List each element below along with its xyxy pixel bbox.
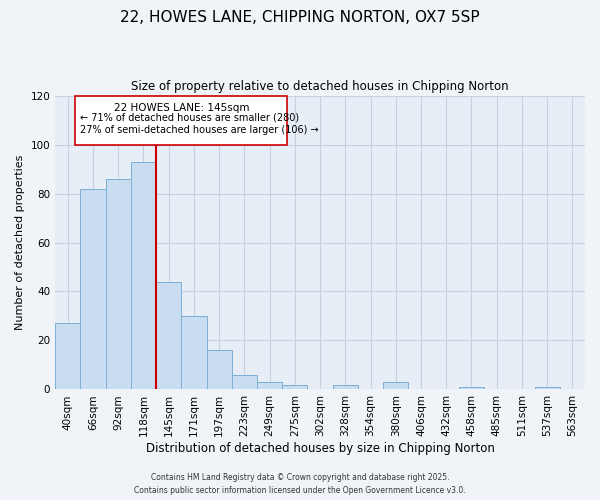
X-axis label: Distribution of detached houses by size in Chipping Norton: Distribution of detached houses by size … [146, 442, 494, 455]
Bar [76, 96, 287, 144]
Bar [383, 382, 409, 390]
Text: 22, HOWES LANE, CHIPPING NORTON, OX7 5SP: 22, HOWES LANE, CHIPPING NORTON, OX7 5SP [120, 10, 480, 25]
Text: 22 HOWES LANE: 145sqm: 22 HOWES LANE: 145sqm [113, 103, 249, 113]
Bar [80, 188, 106, 390]
Bar [106, 179, 131, 390]
Bar [535, 387, 560, 390]
Bar [206, 350, 232, 390]
Bar [332, 384, 358, 390]
Bar [257, 382, 282, 390]
Y-axis label: Number of detached properties: Number of detached properties [15, 155, 25, 330]
Bar [131, 162, 156, 390]
Text: 27% of semi-detached houses are larger (106) →: 27% of semi-detached houses are larger (… [80, 125, 319, 135]
Bar [55, 324, 80, 390]
Bar [282, 384, 307, 390]
Text: Contains HM Land Registry data © Crown copyright and database right 2025.
Contai: Contains HM Land Registry data © Crown c… [134, 474, 466, 495]
Title: Size of property relative to detached houses in Chipping Norton: Size of property relative to detached ho… [131, 80, 509, 93]
Bar [232, 375, 257, 390]
Bar [459, 387, 484, 390]
Bar [156, 282, 181, 390]
Bar [181, 316, 206, 390]
Text: ← 71% of detached houses are smaller (280): ← 71% of detached houses are smaller (28… [80, 112, 299, 122]
